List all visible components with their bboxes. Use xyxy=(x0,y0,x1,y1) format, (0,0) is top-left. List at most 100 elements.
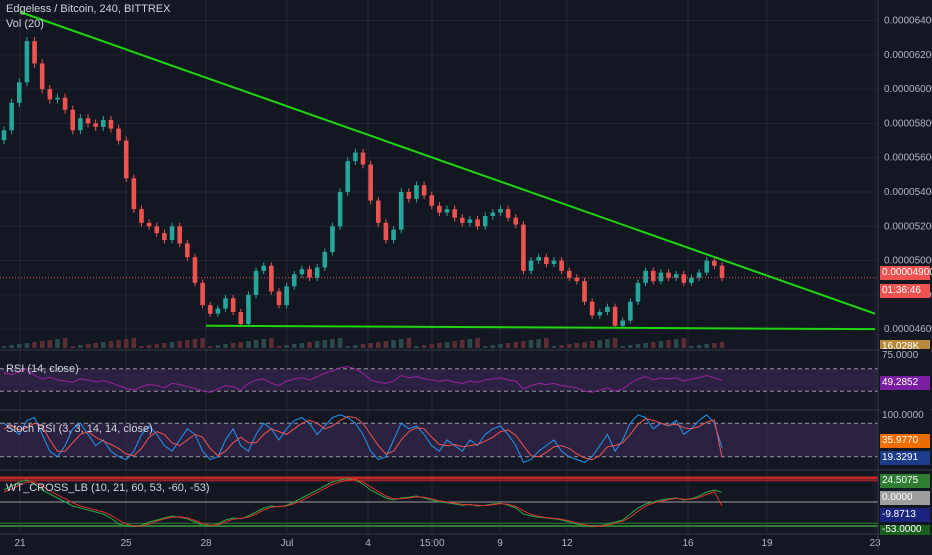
volume-bar xyxy=(582,342,587,348)
candle-body xyxy=(154,226,160,234)
volume-bar xyxy=(551,346,557,348)
stoch-rsi-pane[interactable] xyxy=(0,414,878,464)
volume-bar xyxy=(146,345,152,348)
grid-layer xyxy=(0,0,878,534)
candle-body xyxy=(582,281,587,302)
y-tick-label: 0.00004600 xyxy=(884,324,932,335)
candle-body xyxy=(597,312,603,316)
trendlines-layer[interactable] xyxy=(19,11,876,331)
candle-body xyxy=(620,320,625,326)
candle-body xyxy=(536,257,541,261)
candle-body xyxy=(269,265,274,292)
volume-bar xyxy=(192,339,198,348)
volume-bar xyxy=(223,344,228,348)
rsi-upper-label: 75.0000 xyxy=(880,349,930,363)
candle-body xyxy=(696,272,702,278)
volume-bar xyxy=(505,343,511,348)
stoch-top-label: 100.0000 xyxy=(880,409,930,423)
wt-cross-pane[interactable] xyxy=(0,476,878,528)
volume-bar xyxy=(314,341,320,348)
candle-body xyxy=(375,200,381,223)
volume-bar xyxy=(284,345,289,348)
wt1-value-label: 24.5075 xyxy=(880,474,930,488)
candle-body xyxy=(589,301,595,316)
candle-body xyxy=(551,260,557,264)
candle-body xyxy=(704,260,710,273)
volume-bar xyxy=(650,342,656,348)
volume-bar xyxy=(429,344,435,348)
volume-bar xyxy=(398,339,404,348)
candle-body xyxy=(452,209,457,218)
rsi-label: RSI (14, close) xyxy=(6,363,79,375)
candle-body xyxy=(123,140,129,179)
candle-body xyxy=(207,305,213,314)
candle-body xyxy=(689,277,694,283)
volume-bar xyxy=(368,343,373,348)
volume-bar xyxy=(291,344,297,348)
x-tick-label: 28 xyxy=(200,538,212,549)
volume-bar xyxy=(261,339,266,348)
candle-body xyxy=(322,252,328,268)
volume-bar xyxy=(253,340,259,348)
volume-bar xyxy=(437,343,442,348)
volume-bar xyxy=(62,338,68,348)
candle-body xyxy=(246,294,251,324)
volume-bar xyxy=(444,342,450,348)
trendline xyxy=(19,11,876,315)
volume-bar xyxy=(85,344,91,348)
volume-bar xyxy=(421,345,427,348)
candle-body xyxy=(177,226,182,244)
candle-body xyxy=(398,192,404,230)
volume-bar xyxy=(498,344,503,348)
volume-bar xyxy=(47,340,53,348)
volume-bar xyxy=(643,343,648,348)
volume-bar xyxy=(154,344,160,348)
price-pane[interactable] xyxy=(0,36,878,348)
volume-bar xyxy=(589,341,595,348)
volume-bar xyxy=(391,340,396,348)
candle-body xyxy=(9,102,14,131)
volume-bar xyxy=(230,343,236,348)
candle-body xyxy=(673,274,679,278)
candle-body xyxy=(612,306,618,326)
volume-bar xyxy=(521,341,526,348)
candle-body xyxy=(24,41,30,83)
candle-body xyxy=(475,219,480,227)
volume-bar xyxy=(177,341,182,348)
volume-bar xyxy=(658,341,664,348)
volume-bar xyxy=(131,338,137,348)
trendline xyxy=(205,324,876,331)
candle-body xyxy=(383,222,389,240)
x-tick-label: 12 xyxy=(561,538,573,549)
volume-bar xyxy=(16,344,22,348)
candle-body xyxy=(719,265,725,278)
candle-body xyxy=(360,152,366,165)
candle-body xyxy=(337,192,343,227)
volume-bar xyxy=(574,343,580,348)
candle-body xyxy=(32,41,37,64)
volume-bar xyxy=(345,346,351,348)
volume-bar xyxy=(123,339,129,348)
candle-body xyxy=(353,152,358,162)
volume-bar xyxy=(276,346,282,348)
candle-body xyxy=(406,192,412,199)
candle-body xyxy=(505,209,511,218)
candle-body xyxy=(658,272,664,282)
wt2-line xyxy=(3,479,723,527)
rsi-pane[interactable] xyxy=(0,366,878,393)
volume-bar xyxy=(712,343,717,348)
candle-body xyxy=(490,212,496,216)
volume-bar xyxy=(414,346,419,348)
volume-bar xyxy=(612,338,618,348)
volume-bar xyxy=(689,346,694,348)
volume-bar xyxy=(78,345,83,348)
candle-body xyxy=(284,286,289,306)
y-tick-label: 0.00005400 xyxy=(884,187,932,198)
candle-body xyxy=(467,219,473,223)
candle-body xyxy=(544,257,549,264)
candle-body xyxy=(192,257,198,283)
volume-bar xyxy=(673,339,679,348)
